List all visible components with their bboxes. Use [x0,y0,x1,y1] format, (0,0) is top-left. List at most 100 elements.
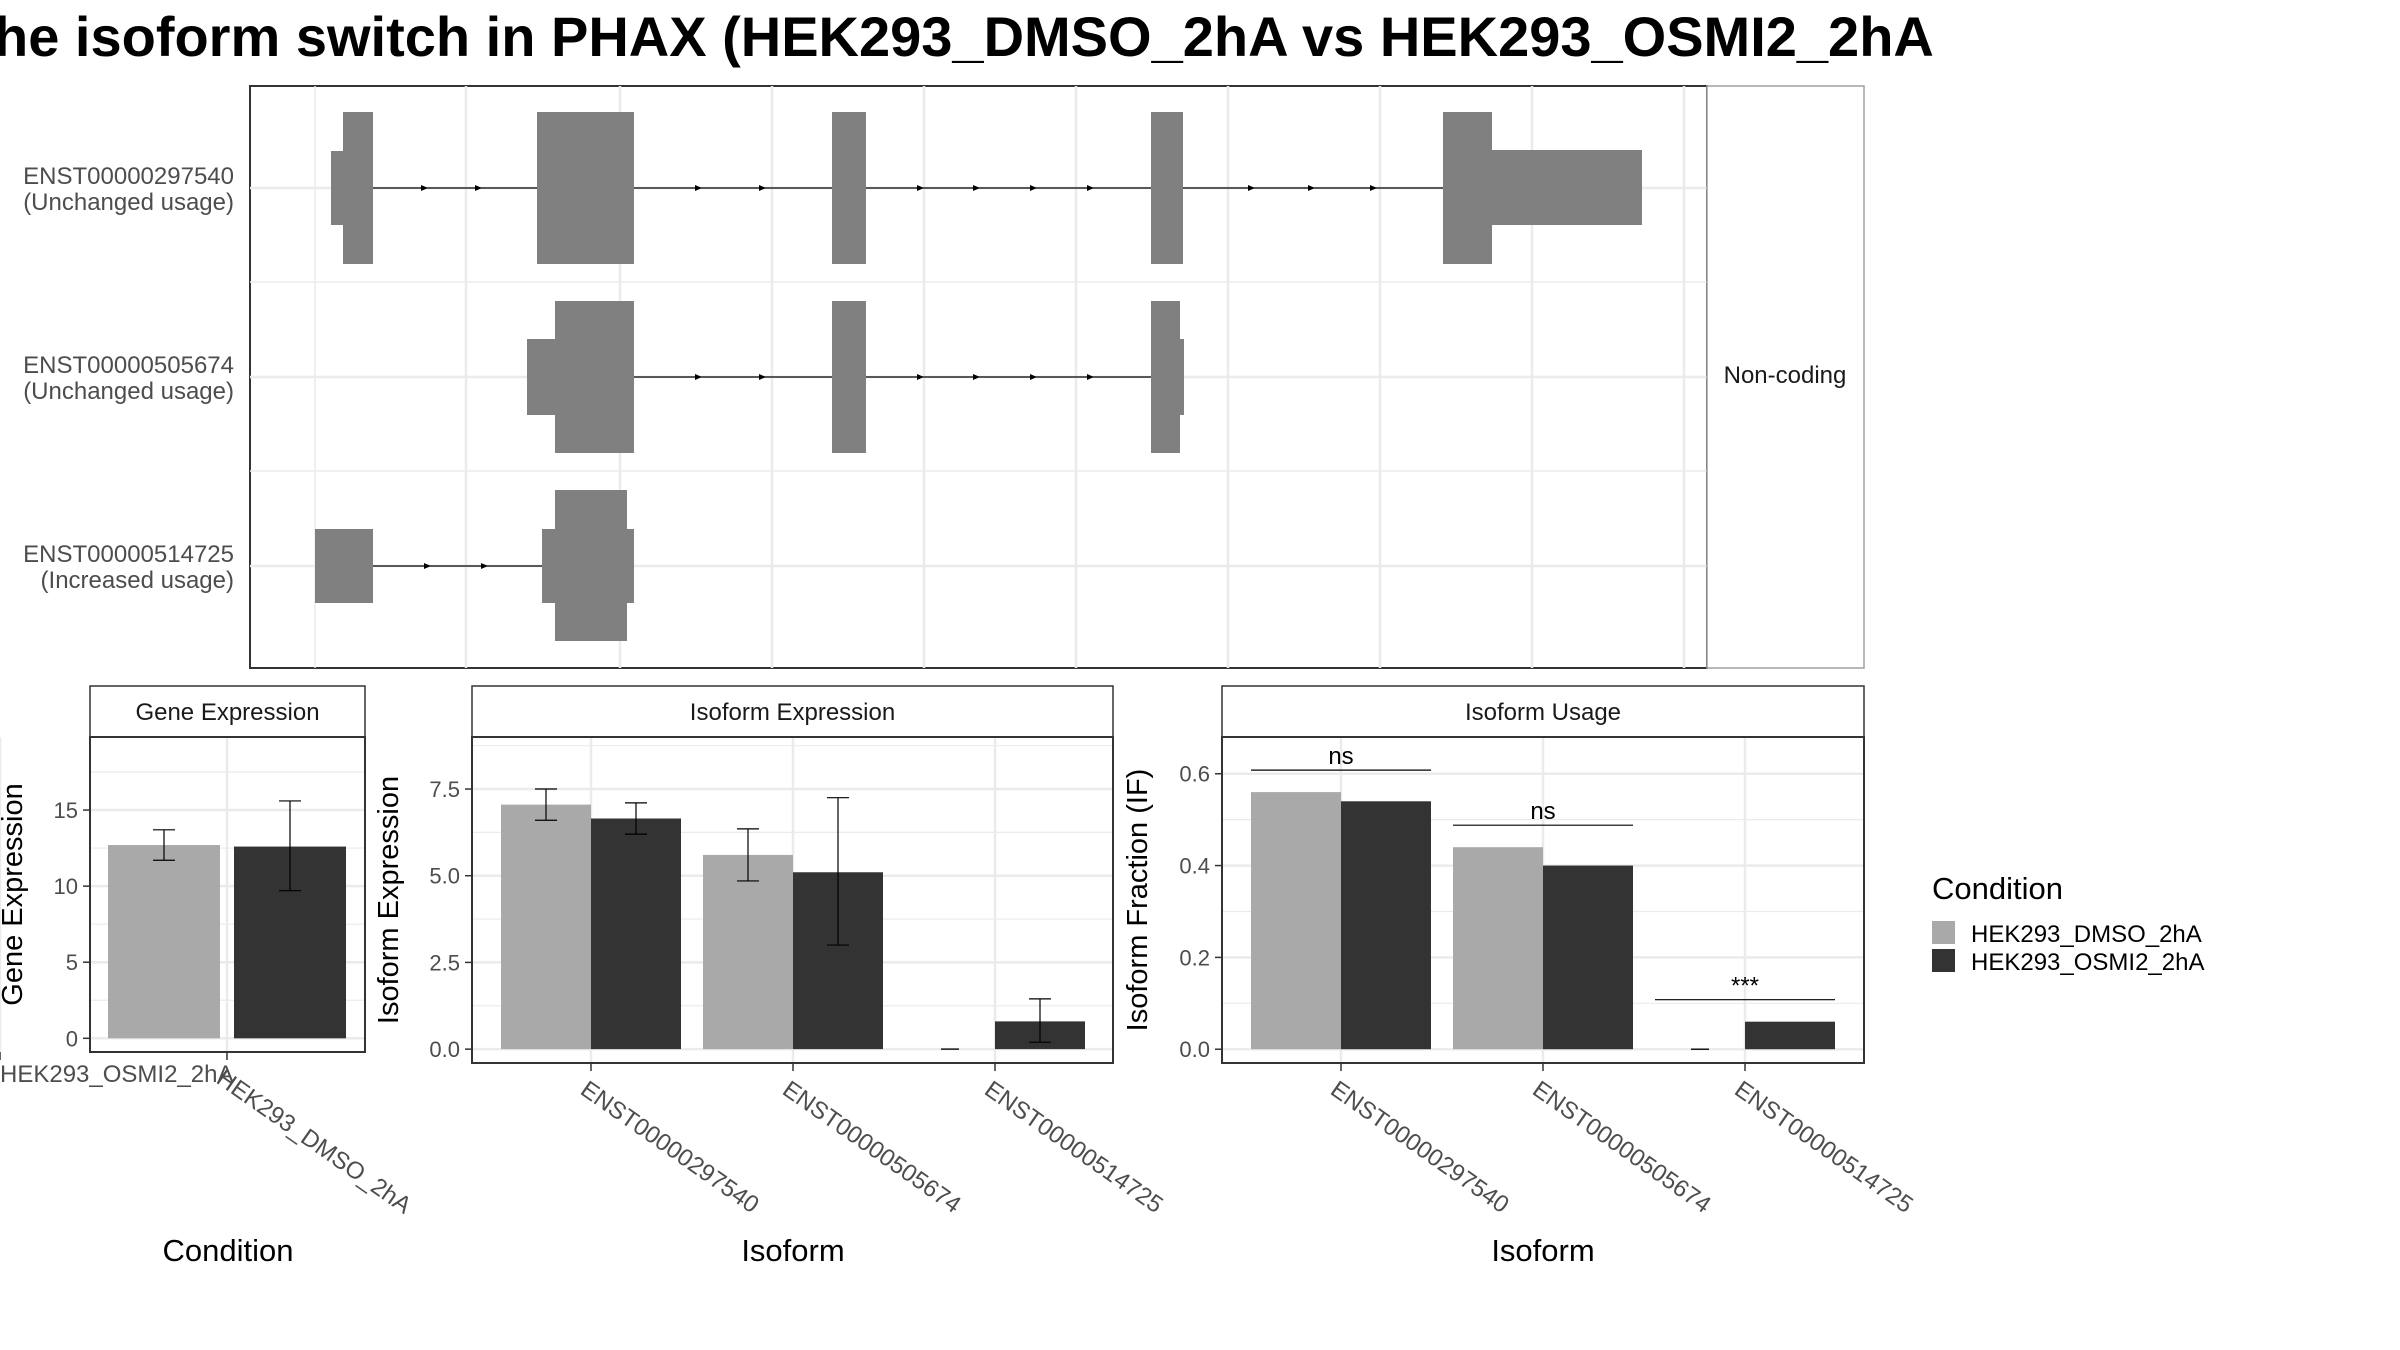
intron-direction-arrow [973,185,980,191]
intron-direction-arrow [1308,185,1315,191]
exon-block [832,301,866,453]
chart-title: he isoform switch in PHAX (HEK293_DMSO_2… [0,5,1934,68]
bar [1251,792,1341,1050]
gene-structure-labels: ENST00000297540(Unchanged usage)ENST0000… [23,163,234,594]
intron-direction-arrow [1370,185,1377,191]
legend-title: Condition [1932,871,2063,906]
y-tick-label: 5.0 [429,864,460,889]
y-axis-title: Gene Expression [0,783,29,1005]
exon-block [537,112,634,264]
intron-direction-arrow [759,374,766,380]
exon-block [331,151,343,225]
bar-panel-2: Isoform Expression 0.0 2.5 5.0 7.5 Isoform Ex… [373,685,1168,1268]
y-tick-label: 7.5 [429,777,460,802]
intron-direction-arrow [1248,185,1255,191]
bar [1341,801,1431,1050]
intron-direction-arrow [1030,185,1037,191]
intron-direction-arrow [917,185,924,191]
transcript-label-usage: (Unchanged usage) [23,378,234,405]
significance-label: ns [1530,798,1555,825]
y-tick-label: 5 [66,950,78,975]
y-tick-label: 0.4 [1179,854,1210,879]
bar [703,854,793,1050]
x-tick-label: HEK293_OSMI2_2hA [0,1061,233,1088]
intron-direction-arrow [481,563,488,569]
exon-block [343,112,373,264]
facet-strip-label: Isoform Usage [1465,699,1621,726]
intron-direction-arrow [759,185,766,191]
x-tick-label: ENST00000297540 [1326,1076,1514,1219]
legend-label-osmi2: HEK293_OSMI2_2hA [1971,949,2204,976]
exon-block [1492,150,1642,225]
x-axis-title: Isoform [1491,1233,1594,1268]
transcript-label-id: ENST00000297540 [23,163,234,190]
y-tick-label: 0 [66,1026,78,1051]
exon-block [1151,301,1180,453]
intron-direction-arrow [695,374,702,380]
x-tick-label: ENST00000514725 [980,1076,1168,1219]
intron-direction-arrow [1030,374,1037,380]
transcript-label-usage: (Unchanged usage) [23,189,234,216]
x-tick-label: ENST00000505674 [778,1076,966,1219]
bar [1543,865,1633,1050]
exon-block [832,112,866,264]
transcript-label-usage: (Increased usage) [41,567,234,594]
exon-block [1151,112,1183,264]
x-axis-title: Isoform [741,1233,844,1268]
x-tick-label: HEK293_DMSO_2hA [212,1065,417,1219]
x-tick-label: ENST00000514725 [1730,1076,1918,1219]
exon-block [555,301,634,453]
gene-structure-shapes [315,112,1642,641]
exon-block [627,529,634,603]
transcript-label-id: ENST00000505674 [23,352,234,379]
bar-panel-1: Gene Expression 0 5 10 15 Gene Expression HEK2… [0,685,417,1268]
y-axis-title: Isoform Fraction (IF) [1122,769,1154,1032]
intron-direction-arrow [421,185,428,191]
facet-strip [89,685,366,738]
bar [108,845,220,1039]
y-tick-label: 10 [54,874,78,899]
intron-direction-arrow [475,185,482,191]
intron-direction-arrow [1087,185,1094,191]
intron-direction-arrow [695,185,702,191]
bar-panels: Gene Expression 0 5 10 15 Gene Expression HEK2… [0,685,1918,1268]
exon-block [1443,112,1492,264]
legend-key-dmso [1932,921,1955,944]
y-axis-title: Isoform Expression [373,776,405,1024]
gene-structure-panel: ENST00000297540(Unchanged usage)ENST0000… [23,85,1865,669]
bar [1453,847,1543,1050]
bar [501,804,591,1050]
exon-block [527,339,555,415]
x-tick-label: ENST00000297540 [576,1076,764,1219]
x-tick-label: ENST00000505674 [1528,1076,1716,1219]
x-axis-title: Condition [163,1233,294,1268]
facet-strip-non-coding [1706,85,1865,669]
intron-direction-arrow [917,374,924,380]
intron-direction-arrow [1087,374,1094,380]
bar [591,818,681,1050]
facet-strip [471,685,1114,738]
significance-label: ns [1328,743,1353,770]
bar [1745,1021,1835,1050]
exon-block [555,490,627,641]
facet-strip-label: Isoform Expression [690,699,895,726]
y-tick-label: 0.6 [1179,762,1210,787]
exon-block [542,529,555,603]
facet-strip-label: Gene Expression [135,699,319,726]
legend: Condition HEK293_DMSO_2hA HEK293_OSMI2_2… [1932,871,2204,976]
intron-direction-arrow [424,563,431,569]
y-tick-label: 0.0 [1179,1037,1210,1062]
y-tick-label: 15 [54,798,78,823]
y-tick-label: 2.5 [429,950,460,975]
significance-label: *** [1731,973,1759,1000]
legend-key-osmi2 [1932,949,1955,972]
exon-block [315,529,373,603]
facet-label-non-coding: Non-coding [1724,362,1847,389]
exon-block [1180,339,1184,415]
legend-label-dmso: HEK293_DMSO_2hA [1971,921,2202,948]
bar-panel-3: Isoform Usage ns ns *** 0.0 0.2 0.4 0.6 Isoform … [1122,685,1918,1268]
transcript-label-id: ENST00000514725 [23,541,234,568]
y-tick-label: 0.0 [429,1037,460,1062]
y-tick-label: 0.2 [1179,945,1210,970]
